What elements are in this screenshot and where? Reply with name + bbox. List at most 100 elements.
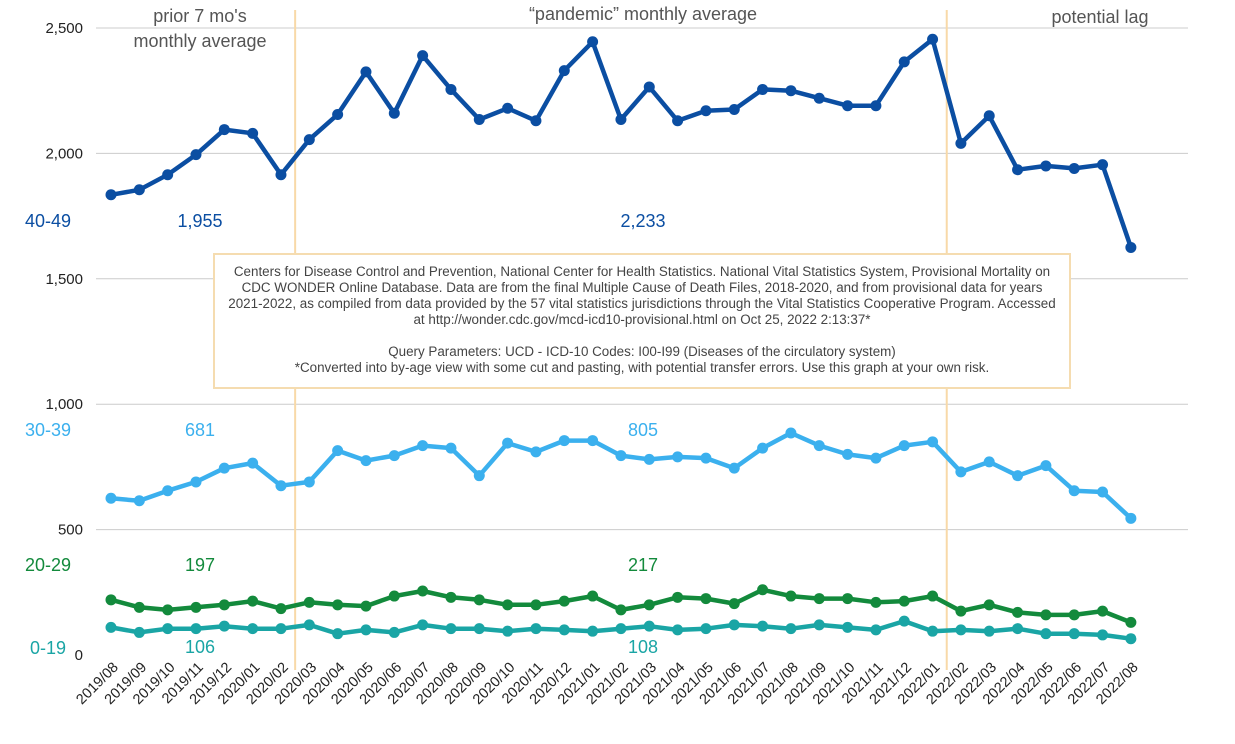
data-point	[133, 184, 145, 196]
data-point	[927, 625, 939, 637]
data-point	[162, 623, 174, 635]
data-point	[672, 591, 684, 603]
data-point	[955, 466, 967, 478]
data-point	[728, 619, 740, 631]
y-tick-label: 0	[75, 647, 83, 664]
data-point	[1097, 605, 1109, 617]
average-value-label: 2,233	[620, 211, 665, 231]
data-point	[332, 445, 344, 457]
data-point	[587, 590, 599, 602]
data-point	[190, 623, 202, 635]
data-point	[587, 435, 599, 447]
y-axis-ticks: 0 500 1,000 1,500 2,000 2,500	[45, 20, 83, 664]
data-point	[870, 624, 882, 636]
data-point	[898, 440, 910, 452]
data-point	[417, 585, 429, 597]
data-point	[757, 620, 769, 632]
data-point	[502, 625, 514, 637]
data-point	[445, 83, 457, 95]
source-note-citation: Centers for Disease Control and Preventi…	[228, 264, 1056, 327]
data-point	[332, 599, 344, 611]
data-point	[1125, 512, 1137, 524]
series-30-39	[105, 427, 1137, 524]
data-point	[757, 83, 769, 95]
data-point	[558, 624, 570, 636]
region-label: “pandemic” monthly average	[529, 4, 757, 24]
data-point	[983, 599, 995, 611]
series-line	[108, 430, 1134, 521]
data-point	[1012, 470, 1024, 482]
data-point	[643, 81, 655, 93]
data-point	[927, 590, 939, 602]
data-point	[1097, 159, 1109, 171]
data-point	[1040, 460, 1052, 472]
data-point	[445, 442, 457, 454]
data-point	[275, 623, 287, 635]
data-point	[218, 124, 230, 136]
series-labels: 40-49 1,955 2,233 30-39 681 805 20-29 197 217 0-1…	[25, 211, 666, 658]
data-point	[190, 601, 202, 613]
data-point	[303, 134, 315, 146]
data-point	[870, 452, 882, 464]
data-point	[1097, 486, 1109, 498]
data-point	[983, 456, 995, 468]
data-point	[643, 453, 655, 465]
data-point	[105, 492, 117, 504]
source-note-query: Query Parameters: UCD - ICD-10 Codes: I0…	[388, 344, 896, 359]
data-point	[757, 442, 769, 454]
data-point	[1125, 241, 1137, 253]
data-point	[473, 623, 485, 635]
data-point	[360, 624, 372, 636]
data-point	[842, 593, 854, 605]
average-value-label: 197	[185, 555, 215, 575]
data-point	[275, 169, 287, 181]
data-point	[983, 110, 995, 122]
data-point	[218, 462, 230, 474]
data-point	[388, 590, 400, 602]
data-point	[672, 624, 684, 636]
data-point	[162, 169, 174, 181]
data-point	[1068, 162, 1080, 174]
data-point	[360, 455, 372, 467]
data-point	[133, 601, 145, 613]
data-point	[700, 593, 712, 605]
data-point	[1040, 160, 1052, 172]
data-point	[587, 36, 599, 48]
data-point	[842, 448, 854, 460]
data-point	[983, 625, 995, 637]
data-point	[530, 623, 542, 635]
data-point	[1068, 485, 1080, 497]
data-point	[303, 619, 315, 631]
data-point	[1012, 606, 1024, 618]
data-point	[1068, 628, 1080, 640]
data-point	[473, 470, 485, 482]
data-point	[417, 440, 429, 452]
data-point	[870, 100, 882, 112]
data-point	[870, 596, 882, 608]
data-point	[1125, 616, 1137, 628]
data-point	[728, 104, 740, 116]
data-point	[105, 189, 117, 201]
data-point	[133, 626, 145, 638]
source-note-disclaimer: *Converted into by-age view with some cu…	[294, 360, 990, 375]
data-point	[785, 623, 797, 635]
data-point	[1012, 623, 1024, 635]
data-point	[757, 584, 769, 596]
data-point	[1097, 629, 1109, 641]
data-point	[672, 451, 684, 463]
data-point	[813, 440, 825, 452]
data-point	[360, 600, 372, 612]
data-point	[473, 114, 485, 126]
data-point	[332, 109, 344, 121]
source-note: Centers for Disease Control and Preventi…	[213, 253, 1071, 389]
data-point	[1125, 633, 1137, 645]
data-point	[105, 621, 117, 633]
data-point	[190, 476, 202, 488]
data-point	[247, 623, 259, 635]
data-point	[1040, 628, 1052, 640]
data-point	[615, 450, 627, 462]
data-point	[218, 620, 230, 632]
series-name-label: 20-29	[25, 555, 71, 575]
data-point	[813, 92, 825, 104]
average-value-label: 681	[185, 420, 215, 440]
